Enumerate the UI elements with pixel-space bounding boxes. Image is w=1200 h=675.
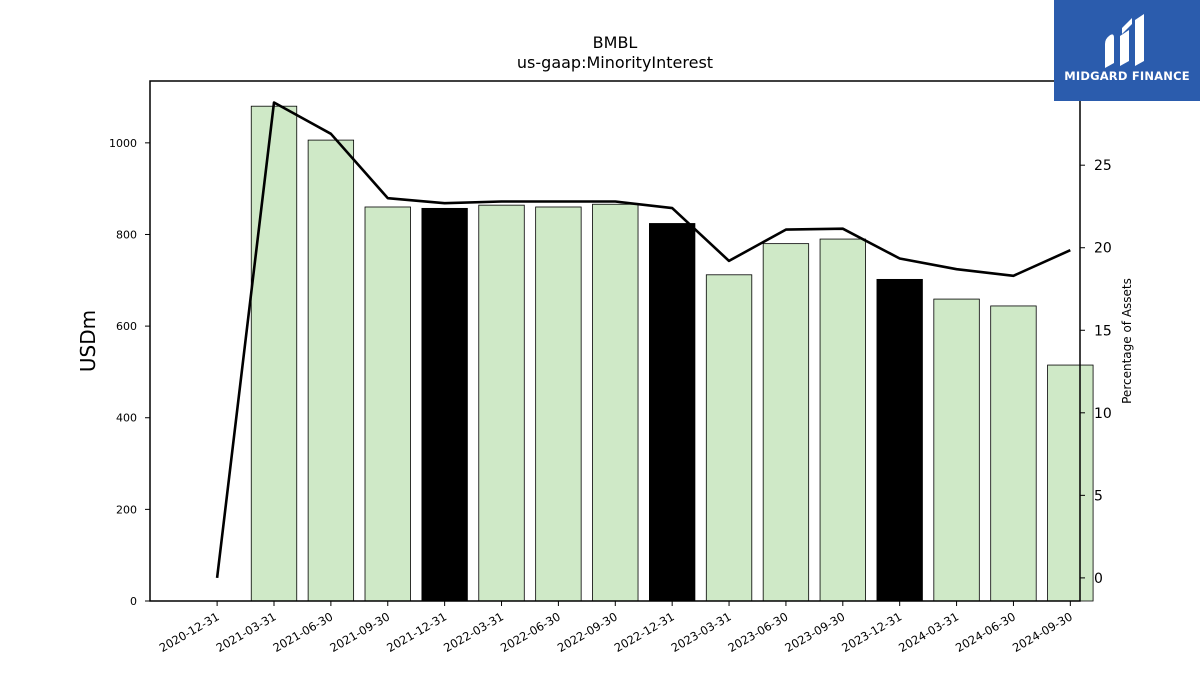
y2-tick-label: 15 bbox=[1094, 323, 1112, 339]
x-tick-label: 2022-12-31 bbox=[612, 609, 677, 655]
x-tick-label: 2023-03-31 bbox=[669, 609, 734, 655]
bar-2024-09-30 bbox=[1047, 364, 1094, 602]
bar-2022-06-30 bbox=[535, 206, 582, 602]
x-tick-label: 2024-06-30 bbox=[953, 609, 1018, 655]
bar-2024-06-30 bbox=[990, 305, 1037, 602]
bar-2021-06-30 bbox=[307, 139, 355, 602]
x-tick-label: 2023-06-30 bbox=[726, 609, 791, 655]
bar-2022-09-30 bbox=[592, 203, 639, 602]
x-tick-label: 2022-09-30 bbox=[555, 609, 620, 655]
x-tick-label: 2023-12-31 bbox=[839, 609, 904, 655]
bar-2023-12-31 bbox=[876, 278, 923, 602]
x-tick-label: 2021-09-30 bbox=[327, 609, 392, 655]
bar-2022-03-31 bbox=[478, 204, 525, 602]
y-tick-label: 400 bbox=[116, 412, 137, 425]
y-axis-left: 0 200 400 600 800 1000 bbox=[109, 137, 150, 608]
x-tick-label: 2024-09-30 bbox=[1010, 609, 1075, 655]
bar-2023-06-30 bbox=[762, 243, 810, 602]
line-series bbox=[215, 101, 1071, 579]
y-tick-label: 1000 bbox=[109, 137, 137, 150]
y2-tick-label: 10 bbox=[1094, 406, 1112, 422]
x-tick-label: 2020-12-31 bbox=[157, 609, 222, 655]
x-tick-label: 2021-03-31 bbox=[214, 609, 279, 655]
x-tick-label: 2023-09-30 bbox=[782, 609, 847, 655]
y2-tick-label: 0 bbox=[1094, 571, 1103, 587]
bar-series bbox=[250, 105, 1094, 602]
y-tick-label: 0 bbox=[130, 595, 137, 608]
bar-2021-09-30 bbox=[364, 206, 411, 602]
x-axis: 2020-12-312021-03-312021-06-302021-09-30… bbox=[157, 601, 1075, 655]
x-tick-label: 2024-03-31 bbox=[896, 609, 961, 655]
y-tick-label: 200 bbox=[116, 503, 137, 516]
x-tick-label: 2021-06-30 bbox=[270, 609, 335, 655]
y2-tick-label: 25 bbox=[1094, 158, 1112, 174]
chart-subtitle: us-gaap:MinorityInterest bbox=[517, 53, 713, 72]
y-axis-label: USDm bbox=[76, 310, 100, 372]
x-tick-label: 2021-12-31 bbox=[384, 609, 449, 655]
y-tick-label: 600 bbox=[116, 320, 137, 333]
percentage-line bbox=[215, 101, 1071, 579]
x-tick-label: 2022-06-30 bbox=[498, 609, 563, 655]
chart-title: BMBL bbox=[593, 33, 638, 52]
x-tick-label: 2022-03-31 bbox=[441, 609, 506, 655]
y-tick-label: 800 bbox=[116, 228, 137, 241]
midgard-finance-logo: MIDGARD FINANCE bbox=[1054, 0, 1200, 101]
bar-2022-12-31 bbox=[649, 223, 696, 602]
bar-2021-03-31 bbox=[250, 105, 298, 602]
logo-text: MIDGARD FINANCE bbox=[1064, 69, 1190, 83]
bar-2024-03-31 bbox=[933, 298, 980, 602]
y-axis-right: 0 5 10 15 20 25 bbox=[1080, 158, 1112, 587]
bar-2021-12-31 bbox=[421, 207, 468, 602]
y2-tick-label: 5 bbox=[1094, 488, 1103, 504]
y2-axis-label: Percentage of Assets bbox=[1120, 278, 1134, 404]
y2-tick-label: 20 bbox=[1094, 241, 1112, 257]
logo-mark-icon bbox=[1105, 14, 1144, 68]
bar-2023-09-30 bbox=[819, 238, 866, 602]
bar-2023-03-31 bbox=[705, 274, 753, 602]
